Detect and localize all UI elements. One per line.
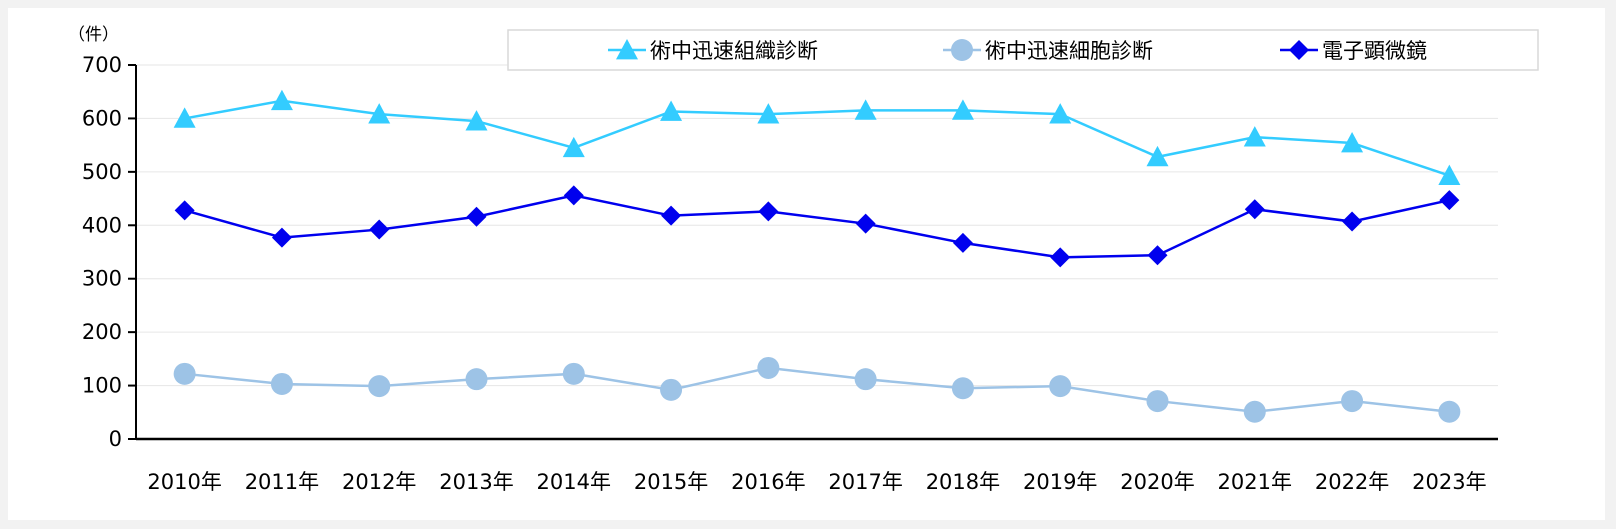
data-point-circle: [173, 362, 196, 385]
data-point-diamond: [1244, 199, 1265, 220]
x-tick-label: 2015年: [634, 470, 708, 494]
x-tick-label: 2014年: [537, 470, 611, 494]
series-line: [184, 194, 1450, 259]
data-point-circle: [465, 368, 488, 391]
x-tick-label: 2012年: [342, 470, 416, 494]
data-point-triangle: [660, 100, 683, 121]
data-point-diamond: [1342, 211, 1363, 232]
x-tick-label: 2019年: [1023, 470, 1097, 494]
data-point-circle: [1243, 400, 1266, 423]
x-tick-label: 2010年: [147, 470, 221, 494]
data-point-diamond: [1147, 245, 1168, 266]
y-tick-label: 200: [82, 320, 122, 344]
x-tick-label: 2018年: [926, 470, 1000, 494]
legend-marker: [616, 39, 638, 60]
x-tick-label: 2016年: [731, 470, 805, 494]
chart-frame: 0 100 200 300 400 500 600 700 2010年 2011年 2012年 20…: [8, 8, 1605, 520]
y-tick-label: 100: [82, 374, 122, 398]
data-point-circle: [757, 356, 780, 379]
y-tick-label: 500: [82, 160, 122, 184]
data-point-diamond: [563, 185, 584, 206]
x-tick-label: 2020年: [1120, 470, 1194, 494]
data-point-circle: [368, 375, 391, 398]
series-2: [174, 185, 1460, 268]
series-line: [184, 99, 1450, 177]
data-point-triangle: [854, 99, 877, 120]
data-point-triangle: [951, 99, 974, 120]
series-group: [173, 89, 1461, 423]
data-point-triangle: [270, 89, 293, 111]
legend-item: 術中迅速細胞診断: [943, 39, 1153, 63]
data-point-triangle: [368, 103, 391, 124]
data-point-circle: [951, 377, 974, 400]
series-1: [173, 356, 1461, 423]
data-point-diamond: [369, 219, 390, 240]
data-point-circle: [854, 368, 877, 391]
data-point-diamond: [1439, 190, 1460, 211]
x-tick-label: 2023年: [1412, 470, 1486, 494]
data-point-diamond: [661, 205, 682, 226]
series-line: [184, 366, 1450, 414]
data-point-triangle: [1049, 103, 1072, 124]
data-point-circle: [1146, 390, 1169, 413]
legend-box: [507, 29, 1539, 71]
data-point-diamond: [855, 213, 876, 234]
data-point-diamond: [1050, 247, 1071, 268]
data-point-diamond: [174, 200, 195, 221]
data-point-triangle: [1146, 145, 1169, 167]
data-point-diamond: [466, 206, 487, 227]
legend-marker: [1289, 40, 1309, 60]
legend-item: 術中迅速組織診断: [608, 39, 818, 63]
legend: 術中迅速組織診断 術中迅速細胞診断 電子顕微鏡: [507, 29, 1539, 71]
data-point-circle: [660, 378, 683, 401]
data-point-triangle: [173, 107, 196, 128]
series-0: [173, 89, 1461, 185]
y-tick-label: 600: [82, 106, 122, 130]
legend-item: 電子顕微鏡: [1280, 39, 1427, 63]
data-point-circle: [1049, 375, 1072, 398]
y-tick-labels: 0 100 200 300 400 500 600 700: [82, 53, 122, 451]
legend-marker: [951, 39, 973, 61]
data-point-triangle: [1243, 126, 1266, 147]
data-point-diamond: [271, 227, 292, 248]
data-point-triangle: [465, 110, 488, 131]
data-point-circle: [1341, 390, 1364, 413]
data-point-circle: [270, 372, 293, 395]
x-tick-label: 2011年: [245, 470, 319, 494]
data-point-triangle: [1341, 132, 1364, 153]
y-unit-label: （件）: [68, 25, 119, 45]
legend-label: 術中迅速組織診断: [650, 39, 818, 63]
legend-label: 術中迅速細胞診断: [985, 39, 1153, 63]
data-point-triangle: [562, 136, 585, 158]
y-tick-label: 700: [82, 53, 122, 77]
x-tick-labels: 2010年 2011年 2012年 2013年 2014年 2015年 2016年 2017年…: [147, 470, 1486, 494]
legend-label: 電子顕微鏡: [1322, 39, 1427, 63]
x-tick-label: 2013年: [439, 470, 513, 494]
x-tick-label: 2017年: [828, 470, 902, 494]
data-point-diamond: [952, 232, 973, 253]
data-point-triangle: [1438, 164, 1461, 185]
data-point-triangle: [757, 103, 780, 124]
data-point-diamond: [758, 201, 779, 222]
y-tick-label: 300: [82, 267, 122, 291]
gridlines: [136, 64, 1498, 387]
x-tick-label: 2022年: [1315, 470, 1389, 494]
y-tick-label: 400: [82, 213, 122, 237]
axes: [128, 64, 1498, 441]
data-point-circle: [1438, 400, 1461, 423]
x-tick-label: 2021年: [1218, 470, 1292, 494]
y-tick-label: 0: [109, 427, 122, 451]
data-point-circle: [562, 362, 585, 385]
